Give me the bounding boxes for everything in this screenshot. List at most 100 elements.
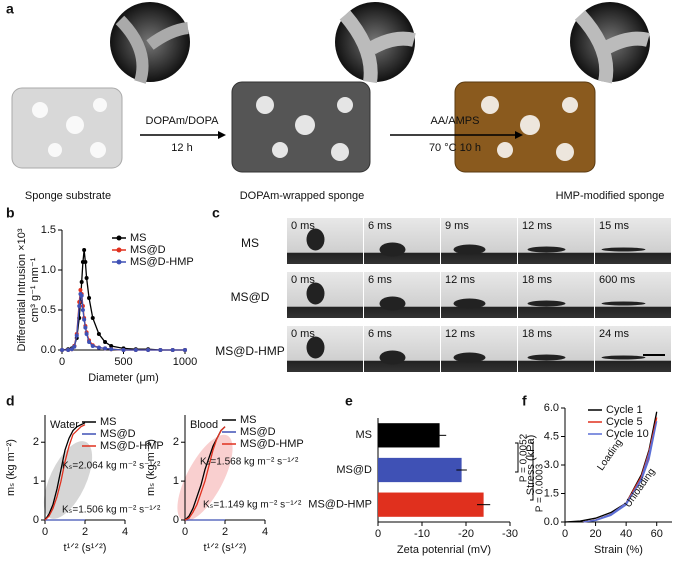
legend-label: MS [130,232,147,244]
droplet [601,247,646,252]
droplet-frame [287,218,363,264]
frame-time: 12 ms [445,274,475,286]
caption: DOPAm-wrapped sponge [240,190,365,202]
data-point [121,348,126,352]
droplet-frame [287,326,363,372]
frame-time: 12 ms [445,328,475,340]
frame-time: 12 ms [522,220,552,232]
legend-label: Cycle 1 [606,404,643,416]
legend-marker [116,235,122,241]
droplet [379,242,406,257]
caption: HMP-modified sponge [556,190,665,202]
bar [378,457,462,483]
droplet [601,301,646,306]
data-point [78,288,83,292]
row-label: MS@D-HMP [215,344,285,358]
step-reagent: DOPAm/DOPA [146,115,220,127]
chart-title: Water [50,419,79,431]
x-tick-label: 500 [114,356,132,368]
data-point [146,348,151,352]
droplet [527,300,566,307]
frame-time: 6 ms [368,274,392,286]
droplet [527,246,566,253]
legend-label: MS@D [240,426,276,438]
y-axis-label: Differential Intrusion ×10³ [16,228,28,351]
y-axis-label: mₛ (kg m⁻²) [5,439,17,496]
legend-label: MS@D [100,428,136,440]
x-axis-label: t¹ᐟ² (s¹ᐟ²) [204,542,247,554]
step-reagent: AA/AMPS [431,115,480,127]
droplet-frame [595,218,671,264]
frame-time: 6 ms [368,328,392,340]
data-point [109,347,114,352]
x-tick-label: 2 [82,526,88,538]
annotation: Unloading [623,466,658,509]
data-point [79,293,84,298]
x-tick-label: 0 [562,528,568,540]
droplet-frame [287,272,363,318]
y-tick-label: 1.5 [544,487,559,499]
droplet [453,298,486,309]
frame-time: 0 ms [291,220,315,232]
x-axis-label: Diameter (μm) [88,372,159,384]
panel-letter: d [6,393,15,409]
frame-time: 600 ms [599,274,636,286]
data-point [158,348,163,352]
series-line [184,426,226,521]
frame-time: 0 ms [291,328,315,340]
data-point [84,332,89,336]
frame-time: 6 ms [368,220,392,232]
y-tick-label: 0 [33,514,39,526]
y-tick-label: 0.5 [41,304,56,316]
data-point [103,346,108,351]
legend-label: MS@D-HMP [100,440,164,452]
x-axis-label: t¹ᐟ² (s¹ᐟ²) [64,542,107,554]
y-tick-label: 6.0 [544,402,559,414]
y-tick-label: 1.5 [41,224,56,236]
y-tick-label: 0 [173,514,179,526]
legend-marker [116,259,122,265]
data-point [90,344,95,348]
data-point [109,344,114,348]
legend-label: MS@D-HMP [240,438,304,450]
annotation: Loading [595,437,624,472]
y-axis-label: mₛ (kg m⁻²) [145,439,157,496]
data-point [69,347,74,352]
chart-title: Blood [190,419,218,431]
data-point [80,308,85,312]
droplet [601,355,646,360]
panel-letter: b [6,205,15,221]
droplet-frame [364,218,440,264]
y-tick-label: 3.0 [544,459,559,471]
droplet [453,244,486,255]
frame-time: 18 ms [522,328,552,340]
frame-time: 9 ms [445,220,469,232]
data-point [74,333,79,338]
data-point [77,304,82,308]
droplet [306,228,325,251]
y-tick-label: 1.0 [41,264,56,276]
y-axis-label: Stress (kPa) [525,435,537,496]
x-tick-label: 0 [42,526,48,538]
category-label: MS@D [336,464,372,476]
data-point [66,348,71,352]
x-axis-label: Zeta potenrial (mV) [397,544,491,556]
data-point [79,280,84,284]
step-time: 12 h [171,142,192,154]
frame-time: 0 ms [291,274,315,286]
droplet [379,296,406,311]
data-point [133,348,138,352]
y-tick-label: 1 [33,475,39,487]
y-tick-label: 0.0 [544,516,559,528]
annotation: Kₛ=2.064 kg m⁻² s⁻¹ᐟ² [62,461,161,472]
row-label: MS [241,236,259,250]
droplet-frame [364,326,440,372]
frame-time: 15 ms [599,220,629,232]
series-line [44,424,86,521]
scheme-text: DOPAm/DOPA 12 h AA/AMPS 70 °C 10 h Spong… [25,115,665,202]
panel-letters: a b c d e f [6,1,527,409]
fit-region [177,434,233,522]
x-tick-label: 60 [651,528,663,540]
row-label: MS@D [231,290,270,304]
